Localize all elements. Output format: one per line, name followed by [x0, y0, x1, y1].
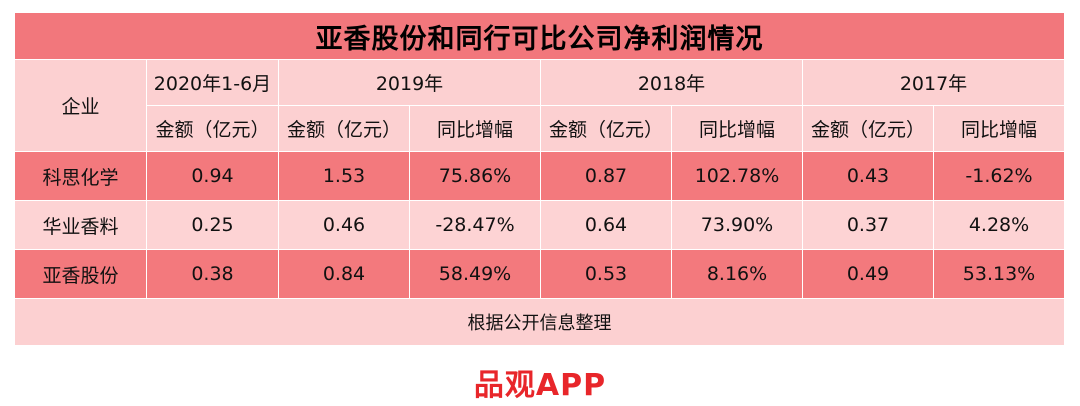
table-title: 亚香股份和同行可比公司净利润情况 — [14, 12, 1065, 60]
header-amount-2019: 金额（亿元） — [278, 105, 410, 152]
cell-amount-2019: 1.53 — [278, 151, 410, 201]
cell-amount-h1-2020: 0.25 — [146, 200, 279, 250]
cell-amount-2018: 0.53 — [540, 249, 672, 299]
header-period-2017: 2017年 — [802, 59, 1065, 106]
header-period-2018: 2018年 — [540, 59, 803, 106]
cell-growth-2017: 4.28% — [933, 200, 1065, 250]
header-amount-h1-2020: 金额（亿元） — [146, 105, 279, 152]
cell-growth-2018: 8.16% — [671, 249, 803, 299]
cell-amount-2017: 0.37 — [802, 200, 934, 250]
cell-growth-2017: 53.13% — [933, 249, 1065, 299]
header-company: 企业 — [14, 59, 147, 152]
cell-growth-2019: -28.47% — [409, 200, 541, 250]
header-amount-2017: 金额（亿元） — [802, 105, 934, 152]
header-period-2019: 2019年 — [278, 59, 541, 106]
cell-amount-h1-2020: 0.94 — [146, 151, 279, 201]
cell-growth-2018: 102.78% — [671, 151, 803, 201]
cell-company: 华业香料 — [14, 200, 147, 250]
cell-growth-2017: -1.62% — [933, 151, 1065, 201]
cell-amount-h1-2020: 0.38 — [146, 249, 279, 299]
header-growth-2018: 同比增幅 — [671, 105, 803, 152]
cell-growth-2019: 75.86% — [409, 151, 541, 201]
cell-amount-2017: 0.49 — [802, 249, 934, 299]
table-row: 华业香料 0.25 0.46 -28.47% 0.64 73.90% 0.37 … — [14, 200, 1065, 250]
header-growth-2017: 同比增幅 — [933, 105, 1065, 152]
cell-company: 亚香股份 — [14, 249, 147, 299]
cell-growth-2018: 73.90% — [671, 200, 803, 250]
net-profit-table-container: 亚香股份和同行可比公司净利润情况 企业 2020年1-6月 2019年 2018… — [14, 12, 1065, 346]
cell-amount-2017: 0.43 — [802, 151, 934, 201]
cell-amount-2019: 0.46 — [278, 200, 410, 250]
header-growth-2019: 同比增幅 — [409, 105, 541, 152]
cell-amount-2018: 0.64 — [540, 200, 672, 250]
net-profit-table: 亚香股份和同行可比公司净利润情况 企业 2020年1-6月 2019年 2018… — [14, 12, 1065, 346]
header-period-h1-2020: 2020年1-6月 — [146, 59, 279, 106]
cell-growth-2019: 58.49% — [409, 249, 541, 299]
brand-logo-text: 品观APP — [473, 368, 607, 403]
cell-amount-2018: 0.87 — [540, 151, 672, 201]
cell-company: 科思化学 — [14, 151, 147, 201]
cell-amount-2019: 0.84 — [278, 249, 410, 299]
table-row: 亚香股份 0.38 0.84 58.49% 0.53 8.16% 0.49 53… — [14, 249, 1065, 299]
table-source-note: 根据公开信息整理 — [14, 298, 1065, 346]
header-amount-2018: 金额（亿元） — [540, 105, 672, 152]
table-row: 科思化学 0.94 1.53 75.86% 0.87 102.78% 0.43 … — [14, 151, 1065, 201]
